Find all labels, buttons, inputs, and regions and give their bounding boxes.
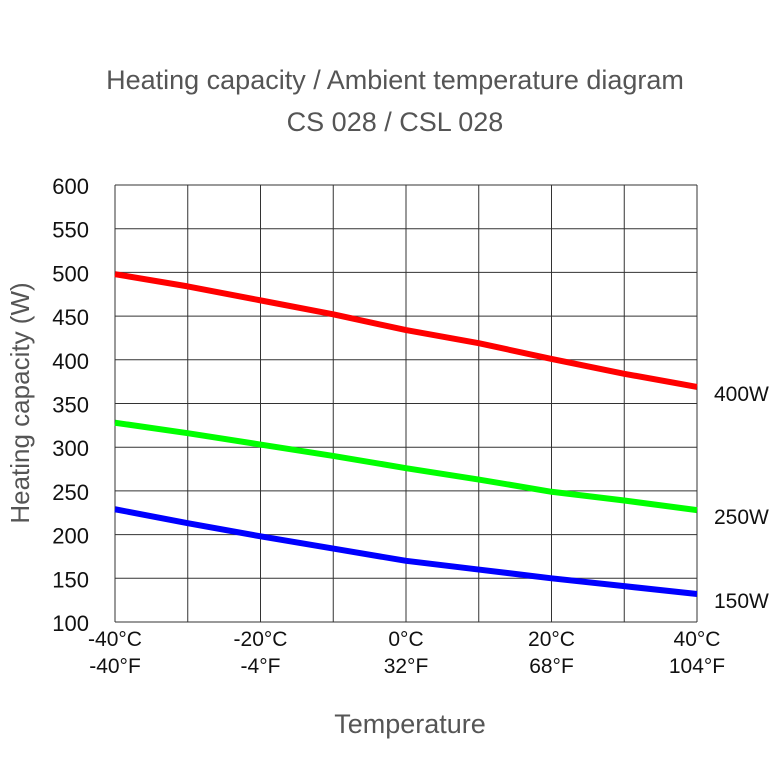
x-tick-label-celsius: -40°C [88,628,142,651]
x-tick-label-fahrenheit: 104°F [669,655,725,678]
series-label: 250W [714,506,769,529]
series-labels: 400W 250W 150W [714,383,769,613]
y-tick-label: 500 [52,261,89,286]
series-lines [114,271,698,598]
x-axis-label: Temperature [334,709,486,739]
y-tick-labels: 100 150 200 250 300 350 400 450 500 550 600 [52,174,89,636]
y-tick-label: 400 [52,349,89,374]
y-tick-label: 450 [52,305,89,330]
y-tick-label: 550 [52,218,89,243]
series-line-150W [114,506,698,598]
x-tick-label-celsius: -20°C [234,628,288,651]
series-line-400W [114,271,698,390]
series-line-250W [114,419,698,514]
chart-subtitle: CS 028 / CSL 028 [287,107,504,137]
series-label: 400W [714,383,769,406]
x-tick-label-fahrenheit: -40°F [89,655,141,678]
y-tick-label: 250 [52,480,89,505]
y-tick-label: 300 [52,436,89,461]
y-axis-label: Heating capacity (W) [5,282,35,523]
x-tick-label-fahrenheit: -4°F [241,655,281,678]
chart-title: Heating capacity / Ambient temperature d… [106,65,684,95]
x-tick-label-fahrenheit: 32°F [384,655,429,678]
y-tick-label: 200 [52,524,89,549]
series-label: 150W [714,590,769,613]
x-tick-labels: -40°C -40°F -20°C -4°F 0°C 32°F 20°C 68°F 40°C 10… [88,628,725,678]
x-tick-label-celsius: 0°C [388,628,423,651]
x-tick-label-celsius: 20°C [528,628,575,651]
x-tick-label-celsius: 40°C [674,628,721,651]
grid [114,184,698,623]
y-tick-label: 100 [52,611,89,636]
y-tick-label: 600 [52,174,89,199]
x-tick-label-fahrenheit: 68°F [529,655,574,678]
y-tick-label: 350 [52,393,89,418]
y-tick-label: 150 [52,567,89,592]
